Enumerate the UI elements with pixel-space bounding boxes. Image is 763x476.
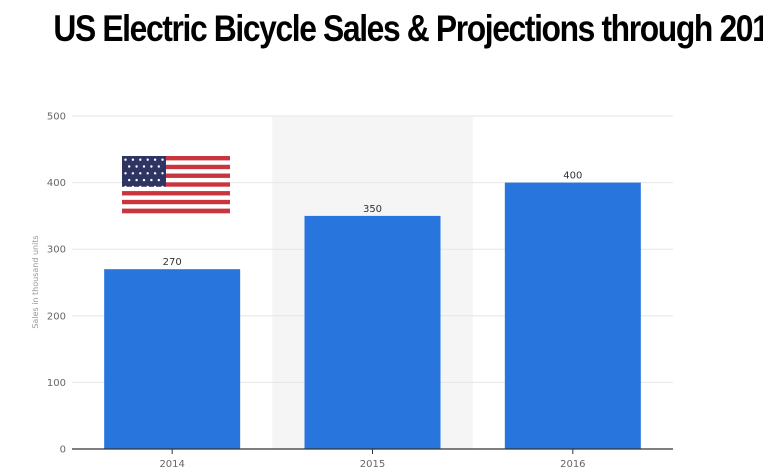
- flag-star: [124, 185, 127, 189]
- bar: [104, 269, 241, 449]
- flag-star: [139, 185, 142, 189]
- y-tick-label: 100: [47, 378, 66, 389]
- flag-star: [131, 185, 135, 189]
- flag-star: [142, 165, 146, 168]
- data-label: 270: [163, 257, 182, 268]
- flag-star: [142, 178, 146, 182]
- x-tick-label: 2014: [159, 459, 184, 470]
- us-flag-icon: [122, 156, 230, 214]
- flag-stripe: [122, 156, 230, 161]
- flag-stripe: [122, 182, 230, 187]
- flag-star: [128, 165, 131, 168]
- flag-star: [153, 158, 157, 161]
- flag-star: [146, 158, 149, 161]
- flag-star: [161, 158, 164, 161]
- x-tick-label: 2015: [360, 459, 385, 470]
- flag-star: [131, 158, 135, 161]
- flag-star: [157, 178, 160, 182]
- data-label: 350: [363, 204, 382, 215]
- chart-title: US Electric Bicycle Sales & Projections …: [53, 8, 763, 49]
- y-tick-label: 400: [47, 178, 66, 189]
- y-tick-label: 200: [47, 311, 66, 322]
- flag-star: [124, 158, 127, 161]
- flag-stripe: [122, 195, 230, 201]
- flag-stripe: [122, 191, 230, 196]
- flag-star: [150, 165, 153, 168]
- flag-star: [128, 178, 131, 182]
- bar: [504, 182, 641, 449]
- flag-stripe: [122, 177, 230, 183]
- flag-star: [135, 178, 138, 182]
- bar: [304, 215, 441, 449]
- flag-star: [146, 185, 149, 189]
- y-axis-label: Sales in thousand units: [31, 235, 40, 328]
- y-tick-label: 300: [47, 245, 66, 256]
- flag-star: [139, 172, 142, 175]
- flag-stripe: [122, 160, 230, 166]
- data-label: 400: [563, 171, 582, 182]
- flag-star: [157, 165, 160, 168]
- flag-stripe: [122, 164, 230, 170]
- y-tick-label: 0: [60, 445, 66, 456]
- flag-star: [150, 178, 153, 182]
- flag-star: [124, 172, 127, 175]
- flag-stripe: [122, 199, 230, 205]
- flag-stripe: [122, 186, 230, 192]
- flag-star: [131, 172, 135, 175]
- x-tick-label: 2016: [560, 459, 585, 470]
- flag-stripe: [122, 169, 230, 174]
- flag-star: [139, 158, 142, 161]
- flag-star: [161, 172, 164, 175]
- flag-star: [146, 172, 149, 175]
- flag-stripe: [122, 204, 230, 209]
- flag-stripe: [122, 173, 230, 179]
- flag-canton: [122, 156, 166, 187]
- flag-star: [153, 185, 157, 189]
- y-tick-label: 500: [47, 112, 66, 123]
- flag-star: [153, 172, 157, 175]
- flag-star: [135, 165, 138, 168]
- flag-stripe: [122, 208, 230, 214]
- flag-star: [161, 185, 164, 189]
